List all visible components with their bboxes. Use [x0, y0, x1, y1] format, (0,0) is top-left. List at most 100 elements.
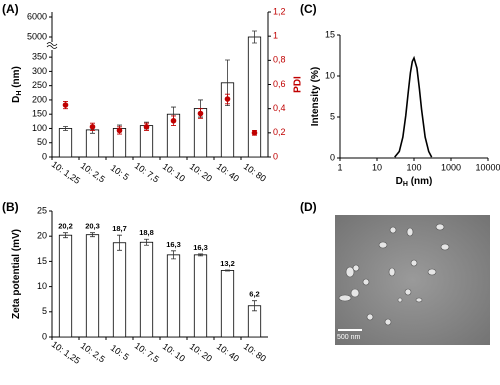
y-tick-label: 50: [37, 137, 47, 147]
y-tick-label: 20: [37, 231, 47, 241]
y-tick-label: 15: [37, 256, 47, 266]
error-bar: [144, 238, 149, 246]
error-bar: [117, 234, 122, 251]
bar: [139, 241, 154, 338]
y2-tick-label: 1,2: [273, 6, 286, 16]
bar: [85, 129, 100, 158]
value-label: 16,3: [193, 243, 208, 252]
bar: [220, 270, 235, 338]
scale-bar-label: 500 nm: [337, 334, 361, 341]
y-axis-label: DH (nm): [11, 66, 24, 103]
y-tick-label: 0: [42, 151, 47, 161]
bar: [58, 128, 73, 158]
error-bar: [198, 253, 203, 257]
y-tick-label: 5000: [27, 31, 47, 41]
x-tick-label: 10: 5: [109, 343, 131, 363]
y2-tick-label: 0,4: [273, 103, 286, 113]
bar: [247, 36, 262, 158]
bar: [166, 254, 181, 338]
value-label: 18,7: [112, 224, 127, 233]
y-tick-label: 25: [37, 205, 47, 215]
x-axis-label-part: (nm): [408, 176, 432, 187]
bar: [193, 254, 208, 338]
point: [62, 102, 69, 108]
line: [394, 55, 433, 158]
error-bar: [252, 300, 257, 312]
point: [143, 123, 150, 130]
x-tick-label: 10: 2,5: [79, 340, 107, 364]
value-label: 20,3: [85, 222, 100, 231]
x-axis-label: DH (nm): [396, 176, 433, 189]
y-axis-label-part: Intensity (%): [310, 67, 321, 126]
y-tick-label: 350: [32, 52, 47, 62]
axis-break: [46, 42, 58, 49]
y2-tick-label: 0,2: [273, 127, 286, 137]
y-tick-label: 200: [32, 94, 47, 104]
panel-label: (C): [300, 2, 317, 16]
x-tick-label: 1: [337, 162, 342, 172]
x-tick-label: 10: 10: [161, 341, 187, 364]
y2-axis-label: PDI: [293, 76, 304, 93]
x-axis-label-part: D: [396, 176, 403, 187]
x-tick-label: 10000: [475, 162, 500, 172]
particles: [338, 223, 450, 326]
x-axis-label-part: H: [403, 181, 408, 188]
error-bar: [171, 250, 176, 260]
y-axis-label-part: (nm): [11, 66, 22, 90]
y-tick-label: 300: [32, 66, 47, 76]
bar: [112, 242, 127, 338]
y2-tick-label: 0: [273, 151, 278, 161]
bar: [58, 234, 73, 338]
error-bar: [63, 232, 68, 239]
error-bar: [225, 269, 230, 272]
value-label: 18,8: [139, 228, 154, 237]
panel-label: (D): [300, 200, 317, 214]
y-tick-label: 150: [32, 109, 47, 119]
point: [197, 110, 204, 117]
x-tick-label: 10: 7,5: [133, 340, 161, 364]
y-tick-label: 5: [330, 111, 335, 121]
image-background: [335, 215, 490, 345]
x-tick-label: 10: 40: [215, 161, 241, 184]
x-tick-label: 1000: [441, 162, 461, 172]
value-label: 6,2: [249, 290, 259, 299]
y-tick-label: 15: [325, 29, 335, 39]
x-tick-label: 10: 2,5: [79, 160, 107, 184]
y-axis-label: Intensity (%): [310, 67, 321, 126]
panel-label: (A): [2, 2, 19, 16]
value-label: 20,2: [58, 222, 73, 231]
value-label: 16,3: [166, 240, 181, 249]
y-axis-label-part: D: [11, 96, 22, 103]
x-tick-label: 10: 1,25: [50, 339, 82, 366]
y2-tick-label: 0,6: [273, 79, 286, 89]
value-label: 13,2: [220, 259, 235, 268]
sem-image: 500 nm: [335, 215, 490, 345]
error-bar: [63, 126, 68, 131]
point: [224, 96, 231, 102]
x-tick-label: 10: 7,5: [133, 160, 161, 184]
y-tick-label: 100: [32, 123, 47, 133]
y-tick-label: 6000: [27, 11, 47, 21]
x-tick-label: 10: 5: [109, 163, 131, 183]
bar: [85, 234, 100, 338]
y2-tick-label: 0,8: [273, 55, 286, 65]
x-tick-label: 10: [372, 162, 382, 172]
y-axis-label-part: H: [16, 91, 23, 96]
x-tick-label: 10: 80: [242, 161, 268, 184]
point: [116, 127, 123, 134]
y-axis-label-part: Zeta potential (mV): [11, 229, 22, 319]
y2-tick-label: 1: [273, 31, 278, 41]
y-tick-label: 0: [330, 152, 335, 162]
y-tick-label: 10: [37, 281, 47, 291]
x-tick-label: 10: 10: [161, 161, 187, 184]
y-tick-label: 0: [42, 331, 47, 341]
x-tick-label: 100: [406, 162, 421, 172]
error-bar: [90, 232, 95, 238]
y-tick-label: 5: [42, 306, 47, 316]
x-tick-label: 10: 20: [188, 341, 214, 364]
y-axis-label: Zeta potential (mV): [11, 229, 22, 319]
x-tick-label: 10: 40: [215, 341, 241, 364]
point: [251, 130, 258, 136]
